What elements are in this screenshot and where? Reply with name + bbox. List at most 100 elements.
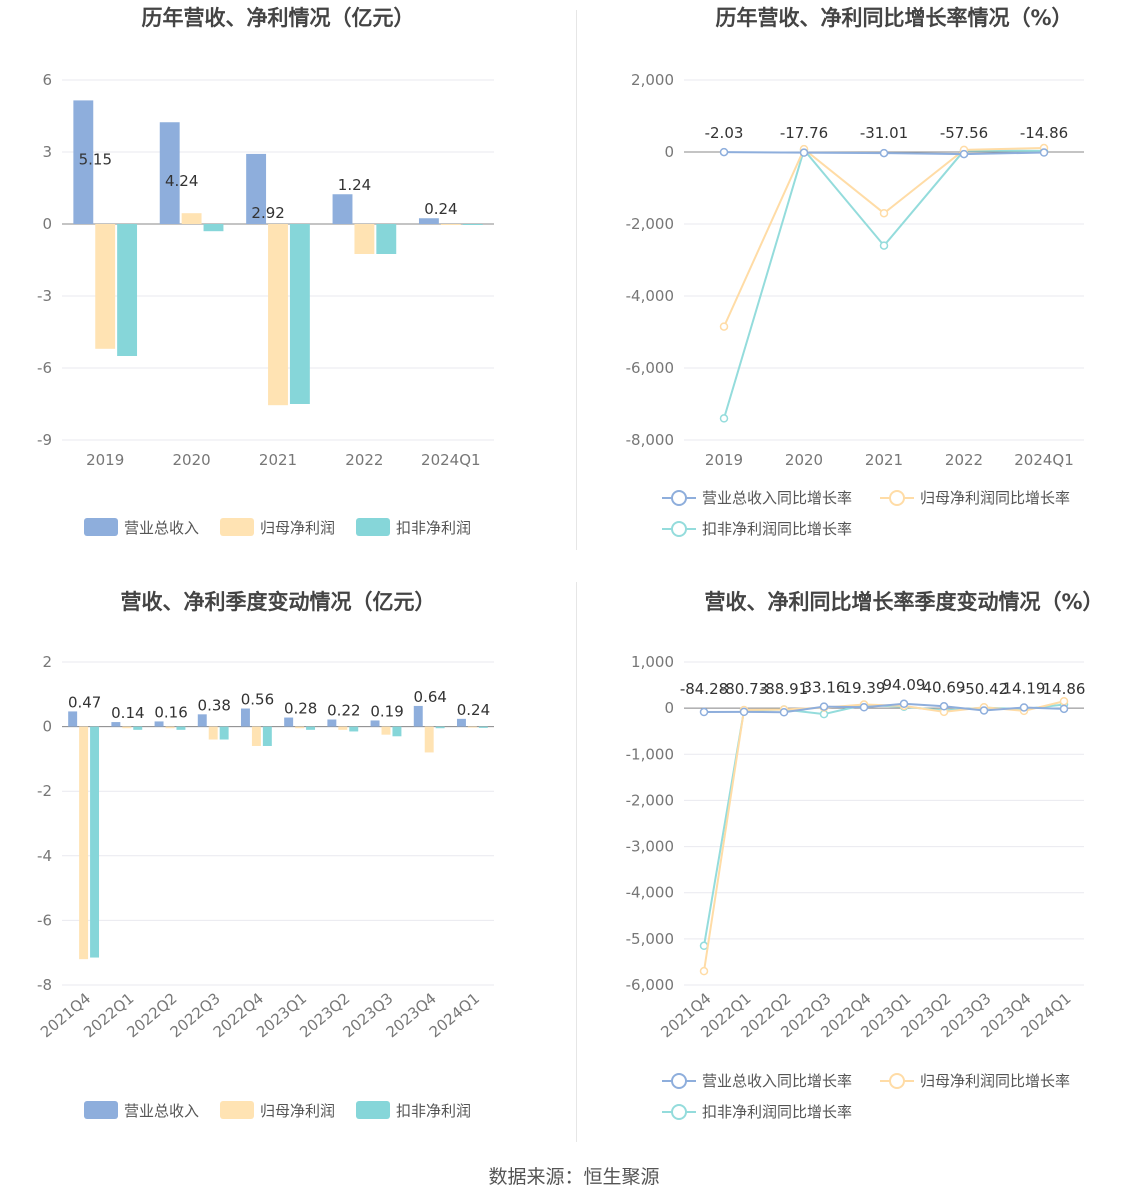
bar-归母净利润 bbox=[165, 726, 175, 729]
line-归母净利润同比增长率 bbox=[723, 147, 1045, 328]
legend-marker bbox=[671, 1073, 687, 1089]
bar-扣非净利润 bbox=[133, 726, 143, 730]
y-tick-label: -1,000 bbox=[626, 745, 674, 763]
y-tick-label: -3 bbox=[37, 287, 52, 305]
legend-label: 营业总收入同比增长率 bbox=[702, 1072, 852, 1090]
point-营业总收入同比增长率 bbox=[979, 706, 989, 715]
legend-marker bbox=[889, 1073, 905, 1089]
annual-growth-rate-svg: 历年营收、净利同比增长率情况（%） 2,000 0 -2,000 -4,000 -6,00… bbox=[626, 6, 1084, 538]
chart-title: 营收、净利季度变动情况（亿元） bbox=[121, 590, 436, 614]
data-label: -80.73 bbox=[720, 680, 768, 698]
point-扣非净利润同比增长率 bbox=[699, 941, 709, 951]
bar-营业总收入 bbox=[111, 722, 121, 727]
legend-label: 归母净利润同比增长率 bbox=[920, 1072, 1070, 1090]
chart-title: 历年营收、净利情况（亿元） bbox=[142, 6, 415, 30]
point-营业总收入同比增长率 bbox=[939, 702, 949, 711]
x-tick-label: 2019 bbox=[705, 451, 743, 469]
legend-label: 扣非净利润 bbox=[396, 519, 471, 537]
point-营业总收入同比增长率 bbox=[719, 147, 729, 157]
point-归母净利润同比增长率 bbox=[719, 322, 729, 331]
bar-归母净利润 bbox=[440, 224, 461, 225]
y-tick-label: -9 bbox=[37, 431, 52, 449]
y-tick-label: -2 bbox=[37, 782, 52, 800]
quarterly-revenue-profit-chart: 营收、净利季度变动情况（亿元） 2 0 -2 -4 -6 -8 2021Q4 2022Q1 202… bbox=[0, 582, 574, 1162]
data-label: 0.64 bbox=[414, 688, 447, 706]
point-营业总收入同比增长率 bbox=[879, 148, 889, 158]
y-tick-label: -6 bbox=[37, 911, 52, 929]
bar-营业总收入 bbox=[246, 153, 267, 224]
data-label: 0.38 bbox=[198, 696, 231, 714]
bar-归母净利润 bbox=[181, 213, 202, 224]
y-tick-label: -3,000 bbox=[626, 838, 674, 856]
data-label: 0.24 bbox=[424, 200, 457, 218]
bar-归母净利润 bbox=[338, 726, 348, 730]
y-tick-label: 0 bbox=[664, 143, 674, 161]
annual-revenue-profit-chart: 历年营收、净利情况（亿元） 6 3 0 -3 -6 -9 2019 2020 2021 2022 20… bbox=[0, 0, 574, 580]
bar-营业总收入 bbox=[332, 194, 353, 224]
divider bbox=[576, 582, 577, 1142]
y-tick-label: -2,000 bbox=[626, 791, 674, 809]
x-tick-label: 2024Q1 bbox=[1014, 451, 1074, 469]
x-tick-label: 2022 bbox=[345, 451, 383, 469]
bar-营业总收入 bbox=[456, 718, 466, 727]
y-tick-label: -8,000 bbox=[626, 431, 674, 449]
point-营业总收入同比增长率 bbox=[959, 149, 969, 159]
point-营业总收入同比增长率 bbox=[1019, 703, 1029, 712]
point-营业总收入同比增长率 bbox=[739, 707, 749, 717]
data-label: -31.01 bbox=[860, 124, 908, 142]
y-tick-label: -4 bbox=[37, 847, 52, 865]
y-tick-label: 1,000 bbox=[631, 653, 674, 671]
point-营业总收入同比增长率 bbox=[779, 707, 789, 717]
x-tick-label: 2020 bbox=[173, 451, 211, 469]
x-tick-label: 2021 bbox=[865, 451, 903, 469]
y-tick-label: 2 bbox=[42, 653, 52, 671]
bar-扣非净利润 bbox=[203, 224, 224, 232]
legend-swatch bbox=[356, 1101, 390, 1119]
data-label: -2.03 bbox=[705, 124, 744, 142]
point-归母净利润同比增长率 bbox=[879, 208, 889, 218]
legend-label: 扣非净利润同比增长率 bbox=[702, 1103, 852, 1121]
data-label: 0.24 bbox=[457, 701, 490, 719]
bar-扣非净利润 bbox=[262, 726, 272, 746]
bar-扣非净利润 bbox=[435, 726, 445, 729]
divider bbox=[576, 10, 577, 550]
x-tick-label: 2022 bbox=[945, 451, 983, 469]
quarterly-revenue-profit-svg: 营收、净利季度变动情况（亿元）20-2-4-6-82021Q42022Q1202… bbox=[37, 590, 494, 1120]
data-label: 0.47 bbox=[68, 693, 101, 711]
y-tick-label: -6,000 bbox=[626, 976, 674, 994]
y-tick-label: 3 bbox=[42, 143, 52, 161]
bar-扣非净利润 bbox=[392, 726, 402, 737]
bar-营业总收入 bbox=[73, 100, 94, 224]
chart-title: 营收、净利同比增长率季度变动情况（%） bbox=[704, 590, 1103, 614]
y-tick-label: 0 bbox=[42, 215, 52, 233]
bar-归母净利润 bbox=[95, 224, 116, 349]
chart-title: 历年营收、净利同比增长率情况（%） bbox=[715, 6, 1072, 30]
bar-营业总收入 bbox=[284, 717, 294, 727]
point-营业总收入同比增长率 bbox=[899, 699, 909, 709]
data-label: 14.86 bbox=[1043, 680, 1086, 698]
legend-label: 营业总收入 bbox=[124, 519, 199, 537]
bar-营业总收入 bbox=[197, 714, 207, 727]
bar-扣非净利润 bbox=[289, 224, 310, 404]
bar-归母净利润 bbox=[381, 726, 391, 735]
data-label: -14.86 bbox=[1020, 124, 1068, 142]
data-label: 14.19 bbox=[1003, 679, 1046, 697]
y-tick-label: 6 bbox=[42, 71, 52, 89]
data-label: 0.14 bbox=[111, 704, 144, 722]
data-label: -88.91 bbox=[760, 680, 808, 698]
bar-扣非净利润 bbox=[176, 726, 186, 730]
bar-营业总收入 bbox=[327, 719, 337, 727]
data-label: -17.76 bbox=[780, 124, 828, 142]
legend-label: 归母净利润 bbox=[260, 519, 335, 537]
quarterly-growth-rate-svg: 营收、净利同比增长率季度变动情况（%） 1,000 0 -1,000 -2,000 -3,… bbox=[626, 590, 1104, 1121]
legend-swatch bbox=[84, 1101, 118, 1119]
y-tick-label: 0 bbox=[42, 718, 52, 736]
bar-归母净利润 bbox=[354, 224, 375, 254]
point-营业总收入同比增长率 bbox=[819, 702, 829, 711]
data-label: -84.28 bbox=[680, 680, 728, 698]
data-label: 0.19 bbox=[370, 702, 403, 720]
bar-营业总收入 bbox=[370, 720, 380, 727]
bar-归母净利润 bbox=[251, 726, 261, 746]
y-tick-label: -6,000 bbox=[626, 359, 674, 377]
bar-扣非净利润 bbox=[117, 224, 138, 356]
